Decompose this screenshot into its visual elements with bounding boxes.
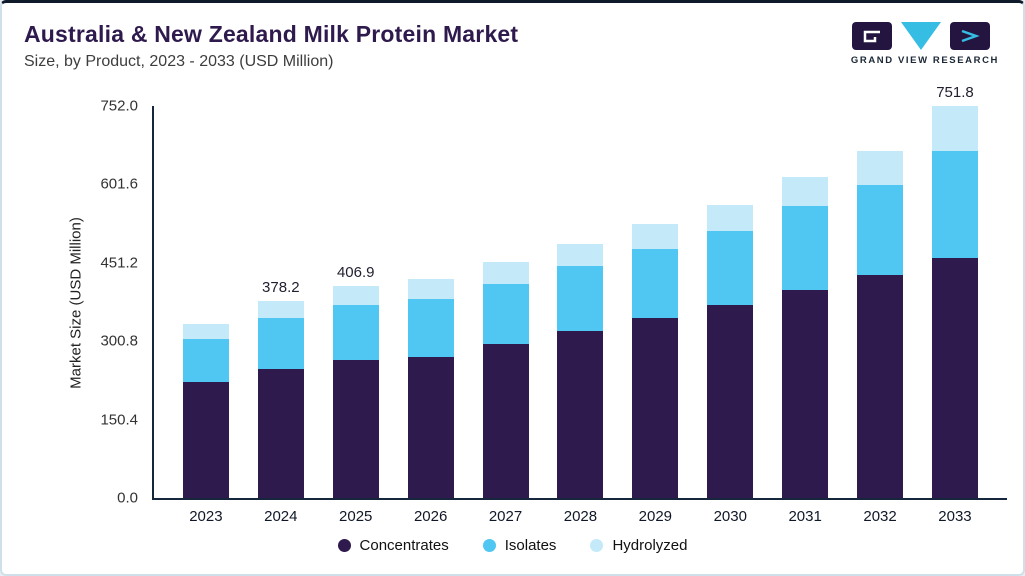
x-axis-label: 2024 [264, 508, 298, 525]
bar-total-label: 406.9 [336, 263, 375, 281]
bar-segment-concentrates [257, 368, 304, 498]
legend-item-concentrates: Concentrates [337, 537, 449, 554]
x-axis-label: 2032 [863, 508, 897, 525]
bar-total-label: 378.2 [262, 278, 300, 296]
bar-segment-isolates [857, 185, 904, 275]
legend-item-isolates: Isolates [482, 537, 557, 554]
bar-total-label: 751.8 [936, 84, 974, 102]
legend-label: Hydrolyzed [612, 537, 688, 554]
bar-segment-hydrolyzed [557, 243, 604, 267]
logo-triangle-icon [900, 22, 941, 50]
y-tick-label: 752.0 [100, 97, 138, 115]
page-title: Australia & New Zealand Milk Protein Mar… [24, 21, 519, 47]
bar-2032 [857, 150, 904, 498]
chart-subtitle: Size, by Product, 2023 - 2033 (USD Milli… [24, 53, 334, 70]
legend-dot-icon [590, 539, 604, 552]
y-tick-label: 451.2 [100, 254, 138, 272]
legend-dot-icon [482, 539, 496, 552]
bar-segment-concentrates [182, 382, 229, 498]
bar-segment-isolates [257, 317, 304, 369]
legend: Concentrates Isolates Hydrolyzed [2, 537, 1023, 554]
bar-segment-hydrolyzed [707, 204, 754, 231]
bar-2028 [557, 243, 604, 498]
logo-shapes [851, 21, 999, 51]
bar-segment-isolates [407, 298, 454, 358]
bar-segment-isolates [707, 230, 754, 306]
x-axis-label: 2031 [788, 508, 822, 525]
bar-segment-concentrates [707, 305, 754, 498]
bar-segment-hydrolyzed [182, 323, 229, 339]
bar-segment-concentrates [407, 357, 454, 498]
bar-segment-hydrolyzed [857, 150, 904, 186]
bar-2033: 751.8 [931, 84, 978, 498]
bar-segment-hydrolyzed [332, 285, 379, 305]
x-axis-label: 2033 [938, 508, 972, 525]
x-axis-label: 2029 [638, 508, 673, 525]
legend-dot-icon [337, 539, 351, 552]
bar-segment-isolates [482, 284, 529, 345]
y-tick-label: 601.6 [100, 175, 138, 193]
bar-segment-isolates [632, 249, 679, 319]
bar-2023 [182, 323, 229, 498]
bar-segment-concentrates [857, 274, 904, 498]
bar-segment-hydrolyzed [482, 262, 529, 285]
bar-2031 [782, 176, 829, 498]
bar-segment-concentrates [332, 360, 379, 498]
x-axis-label: 2026 [413, 508, 448, 525]
bar-segment-concentrates [782, 289, 829, 498]
x-axis-label: 2027 [488, 508, 523, 525]
bar-segment-hydrolyzed [931, 106, 978, 152]
y-axis-ticks: 0.0 150.4 300.8 451.2 601.6 752.0 [68, 98, 144, 507]
y-tick-label: 150.4 [100, 411, 138, 429]
legend-label: Concentrates [359, 537, 449, 554]
y-tick-label: 300.8 [100, 332, 138, 350]
bar-segment-concentrates [632, 318, 679, 498]
bar-segment-concentrates [931, 258, 978, 498]
x-axis-label: 2028 [563, 508, 598, 525]
legend-label: Isolates [504, 537, 557, 554]
bar-2029 [632, 224, 679, 498]
legend-item-hydrolyzed: Hydrolyzed [590, 537, 687, 554]
bar-segment-hydrolyzed [782, 176, 829, 207]
chart-header: Australia & New Zealand Milk Protein Mar… [2, 3, 1023, 75]
bar-segment-isolates [332, 304, 379, 361]
bar-segment-isolates [182, 338, 229, 383]
x-axis-label: 2023 [189, 508, 223, 525]
grand-view-research-logo: GRAND VIEW RESEARCH [851, 21, 999, 66]
bar-segment-hydrolyzed [407, 279, 454, 299]
bar-2030 [707, 204, 754, 498]
bar-segment-hydrolyzed [632, 224, 679, 250]
bar-2027 [482, 262, 529, 498]
x-axis-label: 2030 [713, 508, 747, 525]
logo-text: GRAND VIEW RESEARCH [850, 55, 999, 66]
logo-square-left-icon [851, 22, 892, 50]
bar-segment-hydrolyzed [257, 300, 304, 318]
bar-segment-concentrates [557, 331, 604, 498]
x-axis-label: 2025 [339, 508, 373, 525]
bar-segment-isolates [557, 266, 604, 332]
bar-2025: 406.9 [332, 264, 379, 498]
bar-2024: 378.2 [257, 279, 304, 498]
bar-2026 [407, 279, 454, 498]
bar-segment-concentrates [482, 344, 529, 498]
x-axis-labels: 2023 2024 2025 2026 2027 2028 2029 2030 2031 2032… [154, 508, 1007, 525]
bar-segment-isolates [931, 151, 978, 259]
y-tick-label: 0.0 [117, 489, 138, 507]
title-block: Australia & New Zealand Milk Protein Mar… [24, 21, 518, 71]
logo-square-right-icon [949, 22, 990, 50]
bar-segment-isolates [782, 206, 829, 290]
plot-area: 378.2 406.9 751.8 [152, 84, 1007, 500]
